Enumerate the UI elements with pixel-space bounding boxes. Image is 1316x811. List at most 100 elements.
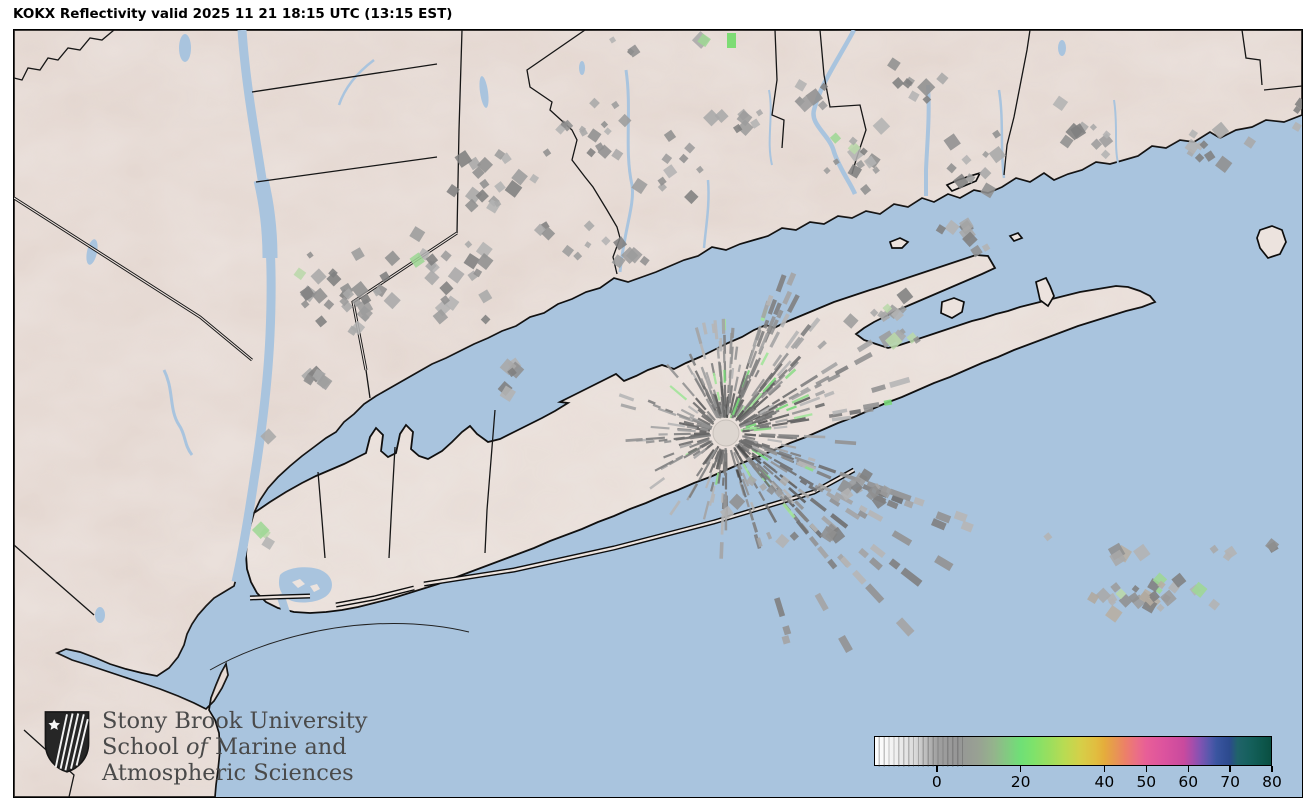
radar-echo-segment: [799, 479, 808, 486]
radar-echo-segment: [745, 498, 750, 508]
radar-echo-segment: [705, 447, 718, 466]
radar-echo-segment: [686, 364, 694, 375]
radar-echo-segment: [720, 385, 725, 407]
radar-echo-segment: [868, 557, 883, 571]
radar-echo-segment: [716, 408, 721, 417]
radar-echo-segment: [693, 432, 710, 435]
radar-echo-cell: [992, 129, 1002, 139]
radar-echo-segment: [683, 420, 695, 426]
radar-echo-segment: [710, 481, 715, 492]
radar-echo-cell: [1157, 580, 1166, 590]
radar-echo-cell: [300, 299, 310, 309]
radar-echo-cell: [494, 181, 506, 193]
radar-echo-segment: [790, 451, 802, 458]
radar-echo-cell: [953, 173, 969, 190]
radar-echo-cell: [476, 156, 494, 173]
radar-echo-segment: [798, 475, 814, 487]
radar-echo-segment: [795, 519, 810, 535]
radar-echo-cell: [663, 129, 677, 143]
radar-echo-cell: [657, 176, 667, 186]
radar-echo-segment: [771, 398, 781, 405]
radar-echo-segment: [699, 440, 712, 448]
radar-echo-cell: [347, 325, 358, 336]
radar-echo-cell: [902, 78, 913, 89]
radar-echo-cell: [1293, 105, 1302, 114]
radar-echo-segment: [736, 405, 746, 418]
radar-echo-cell: [847, 141, 861, 155]
radar-echo-segment: [769, 413, 790, 422]
radar-echo-segment: [620, 403, 637, 411]
radar-echo-segment: [744, 394, 758, 411]
radar-echo-cell: [714, 108, 729, 124]
radar-echo-cell: [494, 199, 502, 208]
radar-echo-segment: [756, 537, 763, 548]
radar-echo-segment: [862, 401, 880, 410]
radar-echo-cell: [584, 241, 592, 249]
radar-echo-segment: [714, 394, 722, 415]
radar-echo-cell: [697, 33, 711, 48]
radar-echo-segment: [694, 377, 707, 398]
radar-echo-segment: [784, 368, 797, 380]
radar-echo-segment: [889, 488, 912, 502]
radar-echo-segment: [780, 443, 797, 449]
radar-echo-segment: [737, 377, 746, 394]
radar-echo-segment: [719, 338, 723, 351]
radar-echo-segment: [839, 556, 852, 569]
colorbar-tick-mark: [1187, 766, 1189, 772]
radar-echo-segment: [772, 354, 783, 367]
radar-echo-segment: [723, 499, 726, 511]
radar-echo-segment: [830, 513, 849, 529]
radar-echo-cell: [627, 44, 641, 58]
radar-echo-segment: [708, 485, 716, 506]
radar-echo-cell: [1171, 572, 1187, 588]
radar-echo-segment: [900, 567, 923, 587]
radar-echo-segment: [751, 445, 768, 456]
radar-echo-segment: [744, 433, 757, 437]
radar-echo-segment: [676, 412, 691, 421]
radar-echo-cell: [775, 533, 790, 549]
radar-echo-segment: [857, 510, 868, 520]
radar-echo-cell: [794, 79, 808, 92]
radar-echo-segment: [746, 392, 763, 411]
radar-echo-cell: [661, 153, 673, 165]
radar-echo-cell: [829, 132, 842, 144]
colorbar-tick-label: 80: [1262, 773, 1282, 791]
radar-echo-segment: [823, 390, 835, 398]
radar-echo-segment: [817, 482, 832, 493]
radar-echo-segment: [890, 494, 904, 505]
radar-echo-segment: [759, 372, 774, 390]
radar-echo-cell: [943, 133, 961, 151]
radar-spokes: [618, 272, 974, 654]
radar-echo-segment: [747, 344, 757, 364]
radar-echo-segment: [741, 445, 752, 456]
colorbar-tick-label: 40: [1094, 773, 1115, 791]
radar-echo-segment: [783, 495, 792, 504]
radar-echo-segment: [768, 363, 783, 380]
radar-echo-segment: [817, 340, 827, 350]
radar-echo-segment: [774, 447, 789, 454]
radar-echo-cell: [639, 255, 650, 266]
radar-echo-cell: [1108, 598, 1117, 607]
radar-echo-cell: [316, 374, 333, 391]
radar-echo-segment: [796, 462, 806, 469]
radar-echo-cell: [892, 76, 905, 90]
radar-echo-cell: [1203, 150, 1216, 162]
radar-echo-segment: [689, 438, 710, 449]
radar-echo-segment: [775, 418, 788, 424]
radar-echo-segment: [815, 375, 831, 386]
radar-echo-cell: [310, 268, 327, 285]
radar-echo-segment: [748, 509, 755, 521]
radar-echo-segment: [712, 448, 722, 468]
radar-echo-segment: [721, 318, 726, 334]
radar-echo-cell: [1291, 121, 1302, 132]
radar-echo-segment: [694, 397, 707, 411]
radar-echo-clusters: [251, 31, 1302, 623]
radar-echo-cell: [589, 97, 600, 109]
radar-echo-cell: [555, 124, 566, 135]
radar-echo-segment: [737, 406, 752, 421]
radar-echo-cell: [817, 100, 828, 111]
radar-echo-segment: [705, 398, 719, 419]
radar-echo-segment: [697, 408, 715, 424]
radar-echo-cell: [432, 308, 449, 325]
radar-echo-segment: [742, 438, 759, 447]
